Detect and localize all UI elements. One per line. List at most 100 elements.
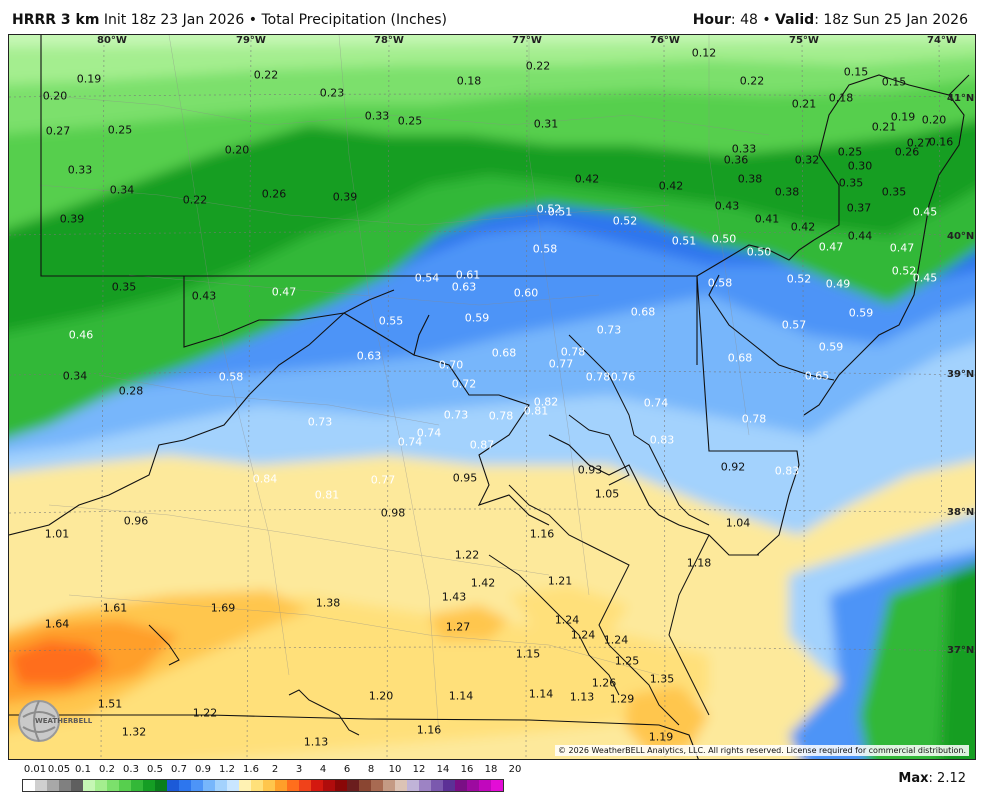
legend-tick-label: 16: [460, 764, 474, 775]
precip-value-label: 0.28: [118, 384, 144, 398]
legend-swatch: [347, 780, 359, 791]
precip-value-label: 0.51: [671, 234, 697, 248]
legend-swatch: [23, 780, 35, 791]
weatherbell-logo: WEATHERBELL: [15, 697, 97, 745]
precip-value-label: 0.63: [451, 280, 477, 294]
legend-tick-label: 6: [343, 764, 351, 775]
precip-value-label: 0.72: [451, 377, 477, 391]
precip-value-label: 1.27: [445, 620, 471, 634]
precip-value-label: 0.76: [610, 370, 636, 384]
precip-value-label: 0.43: [191, 289, 217, 303]
precip-value-label: 0.74: [643, 396, 669, 410]
legend-tick-label: 0.2: [99, 764, 115, 775]
legend-swatch: [491, 780, 503, 791]
coastlines: [148, 334, 710, 736]
precip-value-label: 1.18: [686, 556, 712, 570]
hour-label: Hour: [692, 12, 731, 28]
precip-value-label: 1.26: [591, 676, 617, 690]
precip-value-label: 0.22: [182, 193, 208, 207]
county-lines: [38, 35, 770, 736]
precip-value-label: 0.58: [532, 242, 558, 256]
precip-value-label: 0.43: [714, 199, 740, 213]
precip-value-label: 0.83: [649, 433, 675, 447]
legend-swatch: [203, 780, 215, 791]
precip-value-label: 0.73: [307, 415, 333, 429]
precip-value-label: 0.32: [794, 153, 820, 167]
header-bullet: •: [248, 12, 257, 28]
precip-value-label: 0.34: [62, 369, 88, 383]
legend-swatch: [131, 780, 143, 791]
valid-label: Valid: [775, 12, 815, 28]
legend-tick-label: 0.9: [195, 764, 211, 775]
header-title: HRRR 3 km Init 18z 23 Jan 2026 • Total P…: [12, 12, 447, 28]
precip-value-label: 0.42: [658, 179, 684, 193]
precip-value-label: 0.59: [848, 306, 874, 320]
precip-value-label: 0.61: [455, 268, 481, 282]
precip-value-label: 0.46: [68, 328, 94, 342]
legend-tick-label: 14: [436, 764, 450, 775]
legend-swatch: [323, 780, 335, 791]
precip-value-label: 0.63: [356, 349, 382, 363]
precip-value-label: 1.22: [192, 706, 218, 720]
precip-value-label: 1.05: [594, 487, 620, 501]
precip-value-label: 0.33: [731, 142, 757, 156]
precip-value-label: 0.59: [464, 311, 490, 325]
precip-value-label: 1.24: [570, 628, 596, 642]
legend-tick-label: 20: [508, 764, 522, 775]
precip-value-label: 0.55: [378, 314, 404, 328]
precip-value-label: 0.27: [906, 136, 932, 150]
precip-value-label: 0.58: [218, 370, 244, 384]
precip-value-label: 0.26: [261, 187, 287, 201]
legend-tick-label: 8: [367, 764, 375, 775]
legend-swatch: [227, 780, 239, 791]
legend-swatch: [455, 780, 467, 791]
precip-value-label: 1.19: [648, 730, 674, 744]
precip-value-label: 0.52: [536, 202, 562, 216]
legend-swatch: [275, 780, 287, 791]
precip-value-label: 0.22: [253, 68, 279, 82]
grid-lines: [9, 35, 975, 759]
legend-swatch: [71, 780, 83, 791]
precip-value-label: 0.68: [630, 305, 656, 319]
precip-value-label: 0.78: [560, 345, 586, 359]
precip-value-label: 0.77: [370, 473, 396, 487]
precip-value-label: 0.20: [921, 113, 947, 127]
precip-value-label: 1.69: [210, 601, 236, 615]
legend-tick-label: 3: [295, 764, 303, 775]
precip-value-label: 0.68: [491, 346, 517, 360]
precip-value-label: 0.78: [488, 409, 514, 423]
legend-swatch: [311, 780, 323, 791]
legend-swatch: [479, 780, 491, 791]
precip-value-label: 0.59: [818, 340, 844, 354]
precip-value-label: 1.16: [416, 723, 442, 737]
legend-swatch: [467, 780, 479, 791]
precip-value-label: 0.45: [912, 205, 938, 219]
product-name: Total Precipitation (Inches): [261, 12, 447, 28]
precip-value-label: 1.14: [448, 689, 474, 703]
legend-swatch: [155, 780, 167, 791]
precip-value-label: 0.87: [469, 438, 495, 452]
logo-globe-icon: [18, 700, 60, 742]
precip-value-label: 0.50: [711, 232, 737, 246]
precip-value-label: 0.37: [846, 201, 872, 215]
legend-swatch: [359, 780, 371, 791]
legend-swatch: [107, 780, 119, 791]
lon-label-77w: 77°W: [512, 35, 542, 46]
precip-value-label: 0.33: [364, 109, 390, 123]
precip-value-label: 0.36: [723, 153, 749, 167]
precip-value-label: 0.27: [45, 124, 71, 138]
legend-tick-label: 0.01: [23, 764, 47, 775]
precip-value-label: 0.45: [912, 271, 938, 285]
lon-label-78w: 78°W: [374, 35, 404, 46]
precip-value-label: 0.98: [380, 506, 406, 520]
precip-value-label: 0.70: [438, 358, 464, 372]
precip-map[interactable]: 80°W 79°W 78°W 77°W 76°W 75°W 74°W 41°N …: [8, 34, 976, 760]
legend-swatch: [59, 780, 71, 791]
precip-value-label: 0.41: [754, 212, 780, 226]
legend-tick-label: 10: [388, 764, 402, 775]
hour-value: : 48: [730, 12, 758, 28]
max-value-text: : 2.12: [928, 771, 966, 786]
legend-swatch: [263, 780, 275, 791]
precip-value-label: 0.22: [525, 59, 551, 73]
precip-value-label: 0.95: [452, 471, 478, 485]
